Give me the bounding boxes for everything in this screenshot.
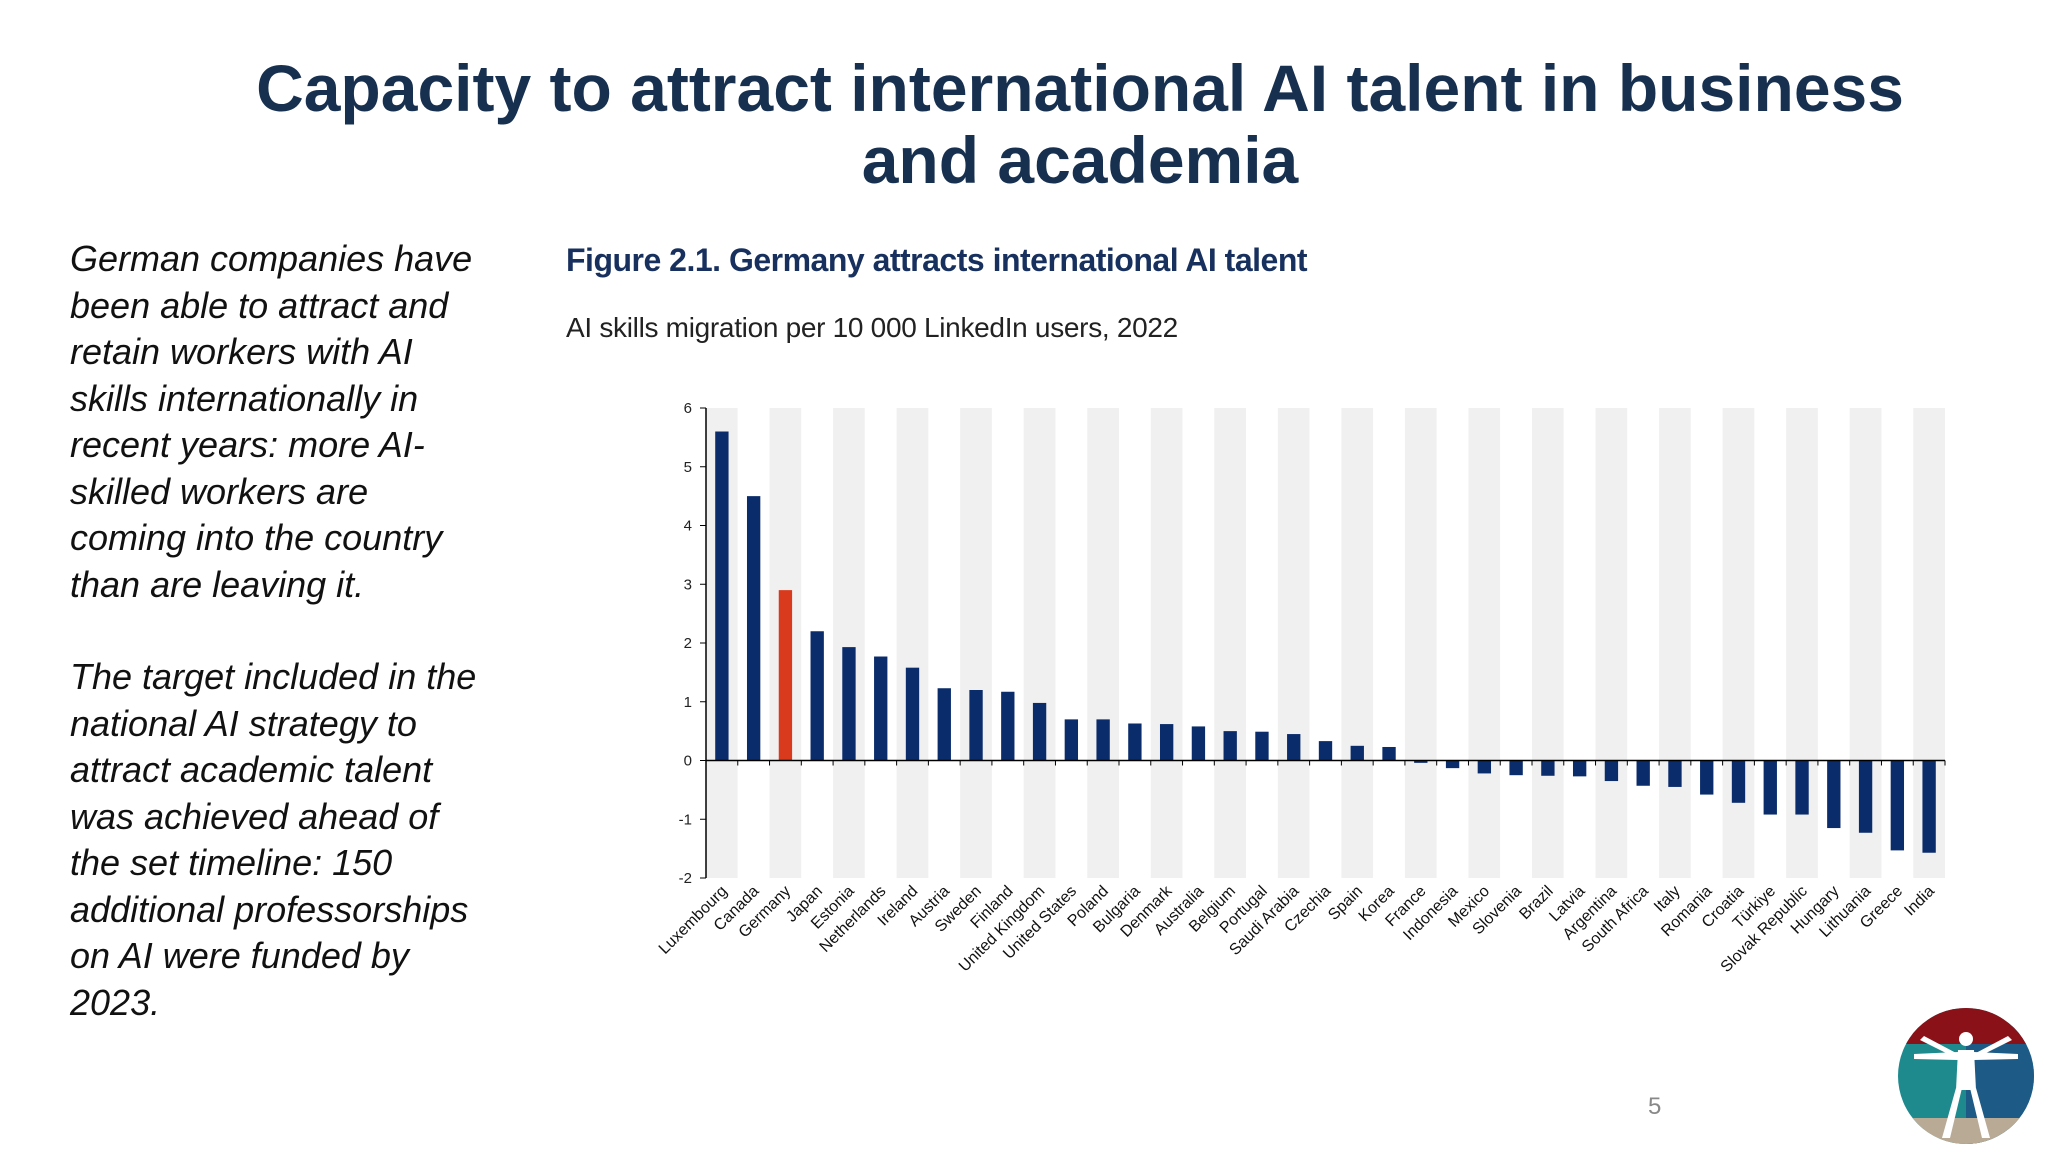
grid-band	[896, 408, 929, 878]
bar	[1159, 724, 1174, 761]
grid-band	[1182, 408, 1215, 878]
grid-band	[960, 408, 992, 878]
y-tick-label: 6	[684, 400, 692, 417]
grid-band	[1119, 408, 1151, 878]
bar	[1223, 731, 1237, 761]
bar	[1890, 760, 1905, 851]
bar	[1032, 702, 1047, 761]
bar	[1572, 760, 1587, 777]
bar	[1541, 760, 1555, 776]
grid-band	[1055, 408, 1088, 878]
body-paragraph-1: German companies have been able to attra…	[70, 238, 473, 605]
bar	[1636, 760, 1650, 786]
grid-band	[1595, 408, 1628, 878]
bar	[1763, 760, 1777, 815]
y-tick-label: -1	[679, 811, 692, 828]
y-tick-label: -2	[679, 870, 692, 887]
bar	[1827, 760, 1841, 829]
bar	[1064, 719, 1079, 761]
page-number: 5	[1648, 1093, 1662, 1120]
grid-band	[1436, 408, 1469, 878]
y-tick-label: 3	[684, 576, 692, 593]
grid-band	[1214, 408, 1247, 878]
grid-band	[1309, 408, 1342, 878]
bar	[1001, 691, 1015, 761]
grid-band	[1627, 408, 1660, 878]
grid-band	[1341, 408, 1374, 878]
bar	[937, 688, 951, 761]
grid-band	[991, 408, 1024, 878]
x-tick-label: India	[1901, 883, 1938, 920]
bar	[810, 631, 824, 761]
grid-band	[1690, 408, 1723, 878]
bar	[1858, 760, 1873, 833]
bar	[1382, 746, 1396, 761]
grid-band	[1532, 408, 1564, 878]
figure-title: Figure 2.1. Germany attracts internation…	[566, 242, 1308, 278]
figure-subtitle: AI skills migration per 10 000 LinkedIn …	[566, 312, 1178, 343]
bar	[1700, 760, 1714, 795]
grid-band	[864, 408, 897, 878]
body-paragraph-2: The target included in the national AI s…	[70, 656, 477, 1023]
y-tick-label: 0	[684, 753, 692, 770]
grid-band	[833, 408, 865, 878]
bar	[1414, 760, 1428, 763]
bar	[1922, 760, 1936, 853]
y-tick-label: 5	[684, 459, 692, 476]
bar	[1668, 760, 1682, 787]
bar	[1128, 723, 1142, 761]
bar	[1477, 760, 1492, 774]
bar	[1795, 760, 1809, 815]
grid-band	[1373, 408, 1405, 878]
bar	[1350, 745, 1364, 761]
grid-band	[1468, 408, 1501, 878]
y-tick-label: 1	[684, 694, 692, 711]
y-tick-label: 2	[684, 635, 692, 652]
vitruvian-man-logo-icon	[1898, 1008, 2034, 1144]
bar	[715, 431, 729, 761]
grid-band	[1023, 408, 1056, 878]
bar	[1096, 719, 1110, 761]
body-text: German companies have been able to attra…	[70, 236, 490, 1072]
slide-title: Capacity to attract international AI tal…	[256, 51, 1904, 197]
y-tick-label: 4	[684, 518, 692, 535]
grid-band	[1659, 408, 1691, 878]
grid-band	[1404, 408, 1437, 878]
grid-band	[1500, 408, 1532, 878]
bar	[1445, 760, 1460, 769]
bar	[778, 590, 793, 761]
bar	[842, 647, 856, 761]
bar	[874, 656, 888, 761]
grid-band	[1722, 408, 1755, 878]
grid-band	[1563, 408, 1596, 878]
bar	[1191, 726, 1206, 761]
grid-band	[1277, 408, 1310, 878]
bar	[1731, 760, 1746, 803]
grid-band	[928, 408, 961, 878]
grid-band	[1087, 408, 1119, 878]
bar	[746, 496, 761, 761]
bar	[1287, 734, 1301, 761]
bar	[1318, 741, 1333, 761]
bar	[1604, 760, 1619, 782]
bar	[1255, 731, 1269, 761]
bar	[969, 690, 983, 761]
bar-chart: -2-10123456LuxembourgCanadaGermanyJapanE…	[656, 400, 1946, 976]
bar	[1509, 760, 1523, 776]
grid-band	[1150, 408, 1183, 878]
grid-band	[1246, 408, 1278, 878]
bar	[905, 667, 920, 761]
